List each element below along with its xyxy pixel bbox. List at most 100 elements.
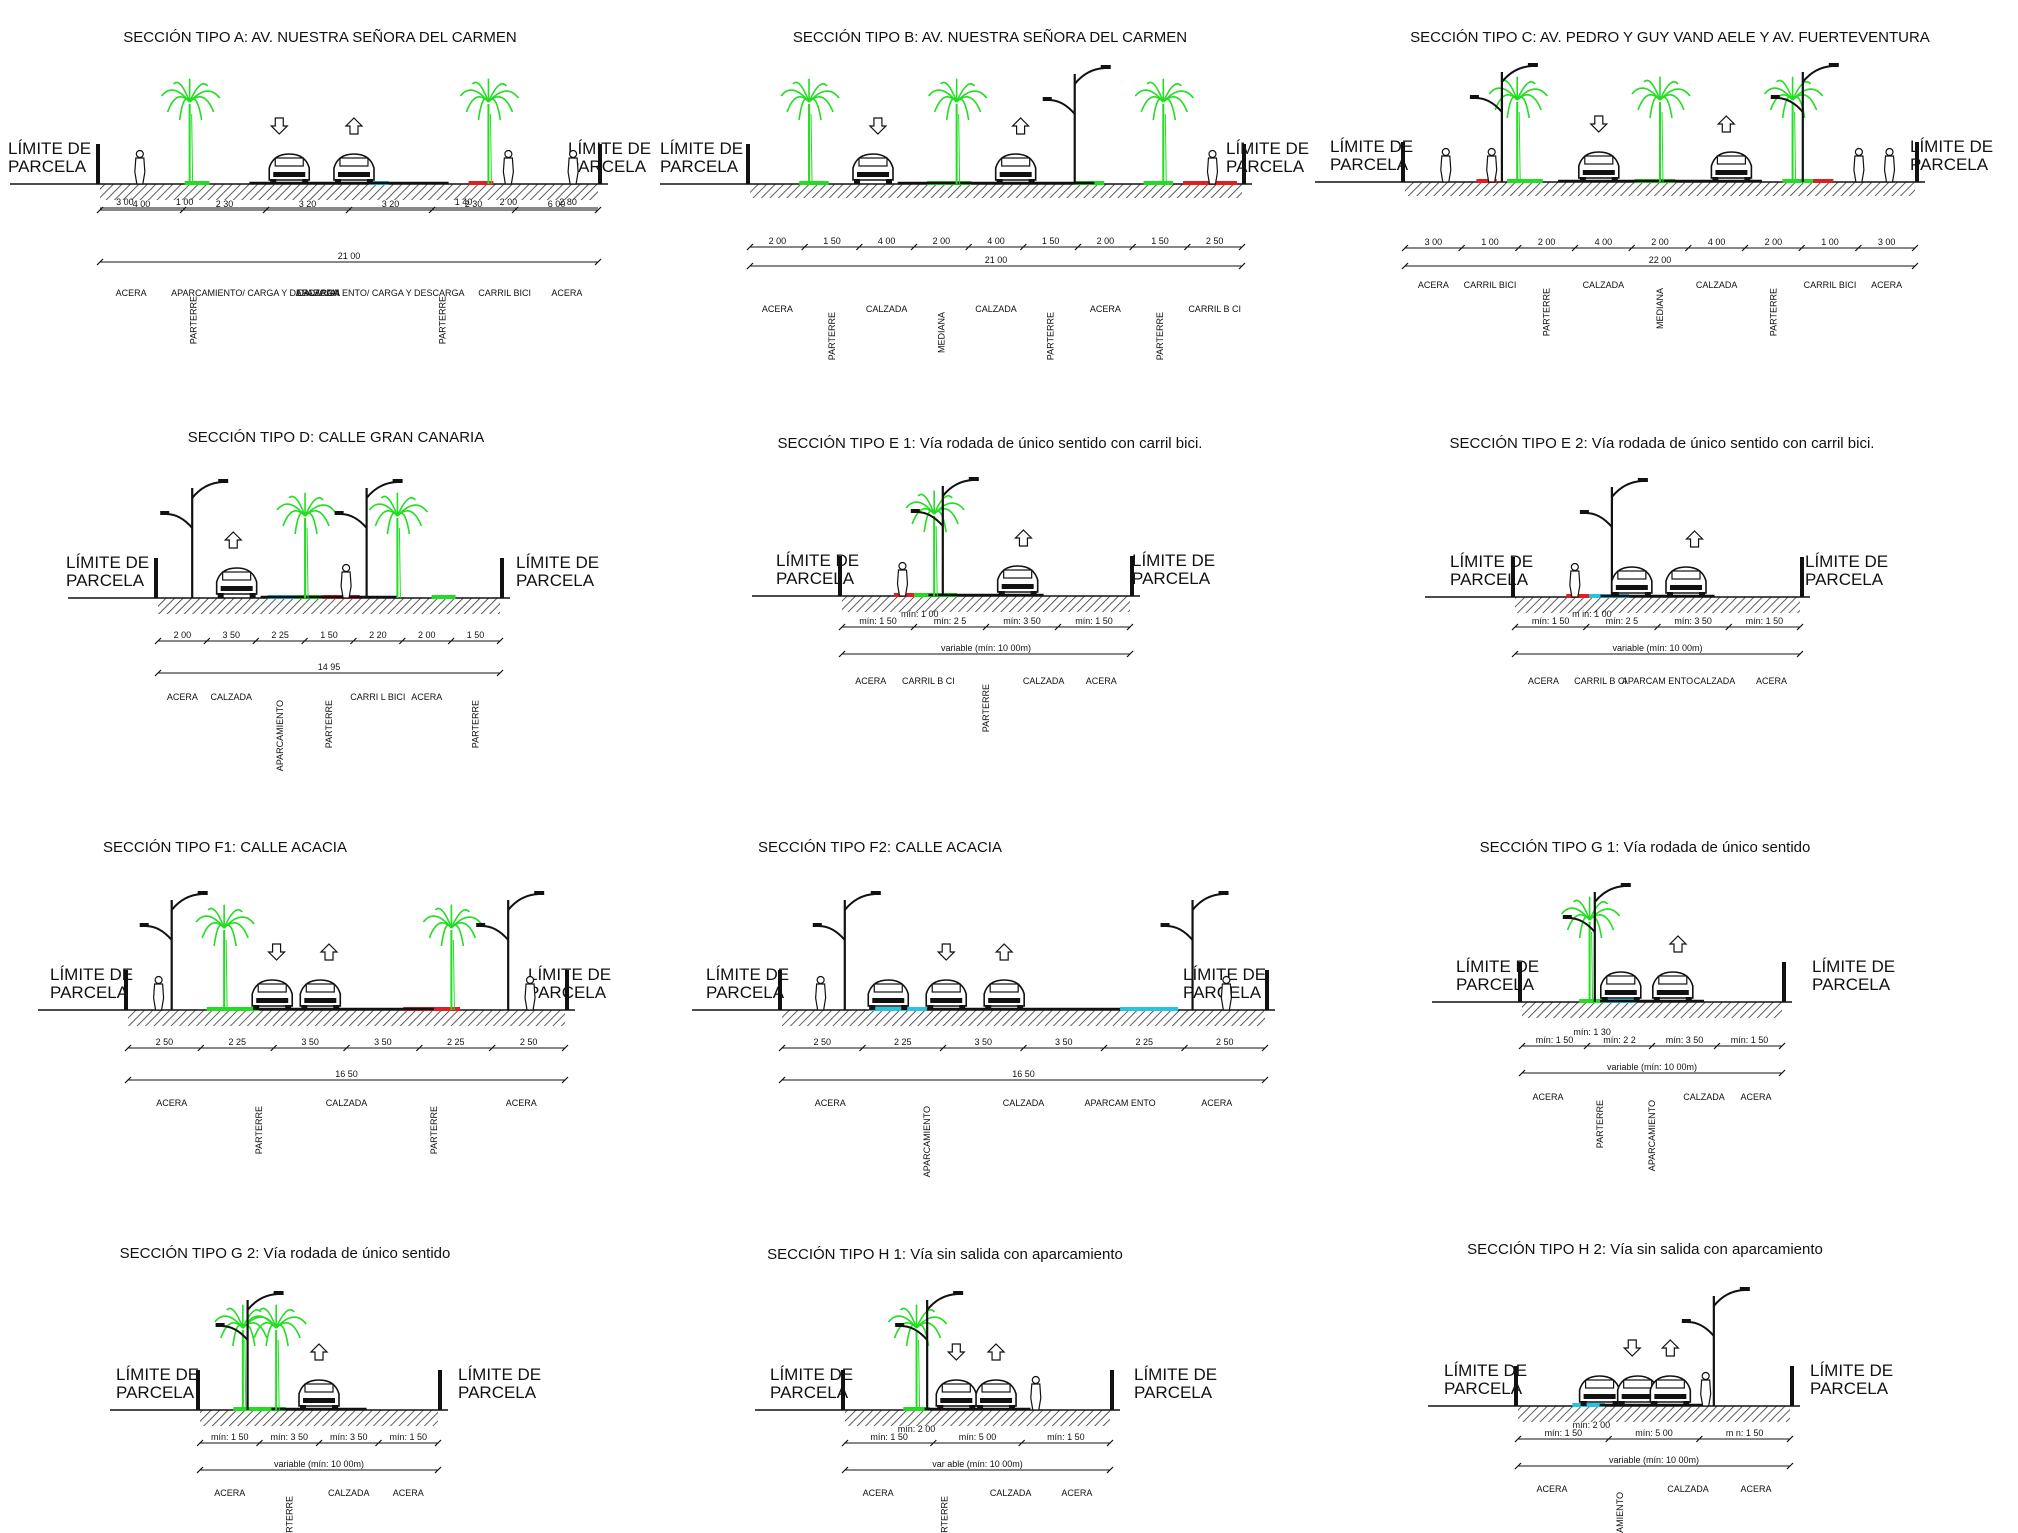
dimension-tick (939, 1044, 947, 1052)
dimension-tick (203, 637, 211, 645)
zone-label: ACERA (1536, 1484, 1567, 1494)
boundary-post (565, 970, 569, 1010)
dimension-value: mín: 1 50 (1746, 616, 1784, 626)
boundary-post (96, 144, 100, 184)
ground-hatch (1405, 182, 1915, 196)
dimension-value: 2 00 (1765, 237, 1783, 247)
dimension-value: 3 20 (299, 199, 317, 209)
arrow-up-icon (319, 943, 339, 961)
street-lamp-icon (1042, 65, 1111, 184)
dimension-tick (1401, 262, 1409, 270)
street-lamp-icon (910, 477, 979, 596)
dimension-tick (859, 1044, 866, 1052)
dimension-value: 2 25 (228, 1037, 246, 1047)
dimension-value: mín: 1 50 (389, 1432, 427, 1442)
arrow-down-icon (269, 117, 289, 135)
palm-tree-icon (422, 904, 483, 1011)
car-icon (1600, 971, 1642, 1002)
section-title: SECCIÓN TIPO A: AV. NUESTRA SEÑORA DEL C… (123, 29, 516, 46)
limit-label: LÍMITE DE (458, 1365, 541, 1384)
dimension-tick (1511, 650, 1519, 658)
dimension-tick (1786, 1435, 1794, 1443)
limit-label: PARCELA (1450, 570, 1529, 589)
dimension-tick (1238, 243, 1246, 251)
boundary-post (1514, 1366, 1518, 1406)
arrow-down-icon (1622, 1339, 1642, 1357)
pedestrian-icon (1569, 562, 1581, 598)
dimension-value: 4 00 (1595, 237, 1613, 247)
car-icon (1578, 151, 1620, 182)
boundary-post (438, 1370, 442, 1410)
zone-label: PARTERRE (939, 1496, 949, 1533)
sub-dimension: m in: 1 00 (1572, 609, 1612, 619)
dimension-value: mín: 1 50 (1047, 1432, 1085, 1442)
limit-label: LÍMITE DE (8, 139, 91, 158)
limit-label: LÍMITE DE (1226, 139, 1309, 158)
dimension-tick (252, 637, 260, 645)
limit-label: LÍMITE DE (1134, 1365, 1217, 1384)
boundary-post (746, 144, 750, 184)
dimension-tick (196, 1439, 204, 1447)
limit-label: LÍMITE DE (516, 553, 599, 572)
dimension-tick (982, 623, 990, 631)
dimension-tick (428, 206, 436, 214)
dimension-tick (1571, 244, 1579, 252)
dimension-tick (1181, 1044, 1188, 1052)
limit-label: PARCELA (1444, 1379, 1523, 1398)
dimension-value: 2 50 (520, 1037, 538, 1047)
street-lamp-icon (1469, 63, 1538, 182)
zone-label: CALZADA (975, 304, 1017, 314)
total-dimension: 16 50 (1012, 1069, 1035, 1079)
palm-tree-icon (1488, 76, 1548, 183)
dimension-value: 2 00 (174, 630, 192, 640)
dimension-value: 2 50 (813, 1037, 831, 1047)
limit-label: LÍMITE DE (1450, 552, 1533, 571)
dimension-tick (1514, 1435, 1522, 1443)
partial-dimension: 3 00 (116, 197, 134, 207)
palm-tree-icon (368, 492, 429, 599)
dimension-tick (1126, 623, 1134, 631)
boundary-post (1401, 142, 1405, 182)
zone-label: CALZADA (328, 1488, 370, 1498)
dimension-value: mín: 1 50 (859, 616, 897, 626)
limit-label: PARCELA (116, 1383, 195, 1402)
zone-label: MEDIANA (936, 312, 946, 353)
total-dimension: 21 00 (338, 251, 361, 261)
zone-label: CARRIL BICI (1804, 280, 1857, 290)
limit-label: LÍMITE DE (1910, 137, 1993, 156)
arrow-up-icon (986, 1343, 1006, 1361)
limit-label: PARCELA (1132, 569, 1211, 588)
dimension-tick (1261, 1076, 1269, 1084)
dimension-value: mín: 5 00 (1635, 1428, 1673, 1438)
boundary-post (1915, 142, 1919, 182)
dimension-value: mín: 1 50 (211, 1432, 249, 1442)
partial-dimension: 2 00 (500, 197, 518, 207)
dimension-value: 3 50 (974, 1037, 992, 1047)
limit-label: PARCELA (1134, 1383, 1213, 1402)
limit-label: PARCELA (66, 571, 145, 590)
dimension-value: 4 00 (133, 199, 151, 209)
section-title: SECCIÓN TIPO E 1: Vía rodada de único se… (778, 435, 1203, 452)
zone-label: ACERA (411, 692, 442, 702)
dimension-tick (1126, 650, 1134, 658)
limit-label: PARCELA (568, 157, 647, 176)
limit-label: LÍMITE DE (660, 139, 743, 158)
zone-label: ACERA (156, 1098, 187, 1108)
planting-strip (431, 595, 456, 599)
car-icon (268, 153, 311, 184)
zone-label: APARCAMIENTO (1615, 1492, 1625, 1533)
dimension-tick (315, 1439, 323, 1447)
car-icon (996, 565, 1039, 596)
dimension-value: 3 50 (374, 1037, 392, 1047)
dimension-tick (1074, 243, 1082, 251)
zone-label: APARCAMIENTO (275, 700, 285, 771)
dimension-tick (841, 1466, 849, 1474)
dimension-tick (1582, 623, 1590, 631)
parking-strip (868, 1007, 927, 1011)
pedestrian-icon (815, 975, 827, 1011)
ground-hatch (200, 1410, 438, 1426)
dimension-tick (434, 1439, 442, 1447)
dimension-tick (434, 1466, 442, 1474)
limit-label: PARCELA (1810, 1379, 1889, 1398)
car-icon (852, 153, 894, 184)
